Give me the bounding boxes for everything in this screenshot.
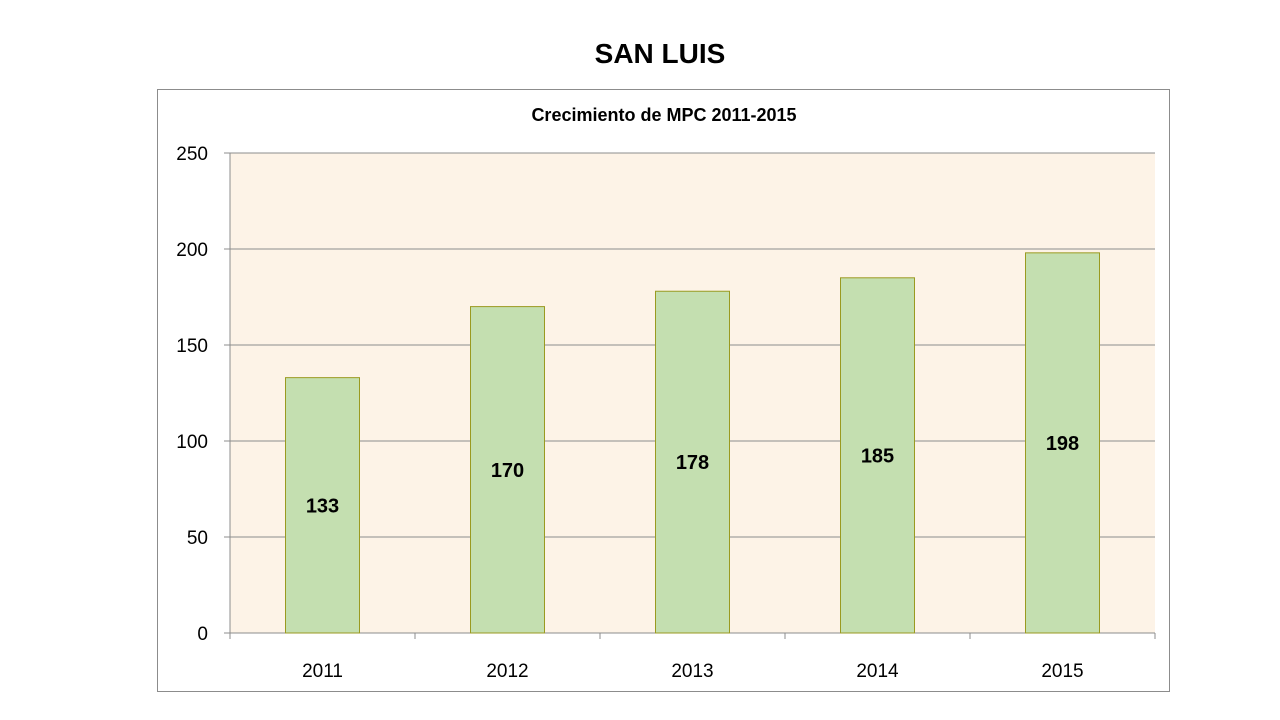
bar xyxy=(470,306,545,634)
x-tick-label: 2013 xyxy=(671,661,713,682)
y-tick-label: 250 xyxy=(176,144,208,165)
y-tick-label: 200 xyxy=(176,240,208,261)
data-label: 178 xyxy=(676,452,709,474)
x-tick-label: 2012 xyxy=(486,661,528,682)
data-label: 198 xyxy=(1046,433,1079,455)
x-tick-label: 2014 xyxy=(856,661,899,682)
data-label: 170 xyxy=(491,460,524,482)
y-tick-label: 150 xyxy=(176,336,208,357)
slide-title: SAN LUIS xyxy=(594,38,726,69)
data-label: 185 xyxy=(861,445,894,467)
y-tick-label: 50 xyxy=(187,528,208,549)
chart-title: Crecimiento de MPC 2011-2015 xyxy=(531,105,796,125)
y-tick-label: 0 xyxy=(197,624,208,645)
bar xyxy=(285,377,360,634)
x-tick-label: 2015 xyxy=(1041,661,1083,682)
bar xyxy=(840,277,915,634)
plot-area: 0 50 100 150 200 250 133 2011 170 2012 178 2013 185 2… xyxy=(176,144,1156,682)
data-label: 133 xyxy=(306,495,339,517)
bar xyxy=(655,290,730,634)
bar xyxy=(1025,252,1100,634)
y-tick-label: 100 xyxy=(176,432,208,453)
x-tick-label: 2011 xyxy=(302,661,343,682)
